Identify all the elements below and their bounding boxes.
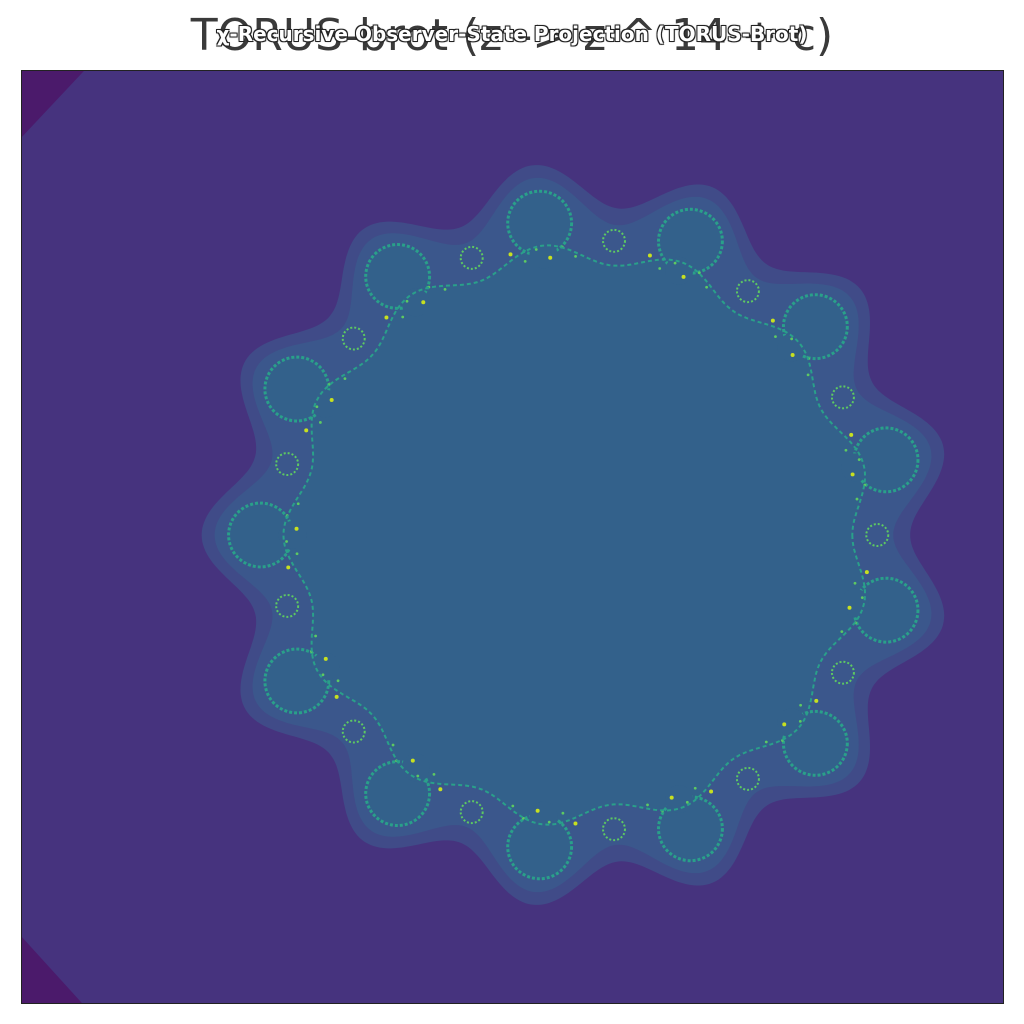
outer-escape-corner-bottom-left — [22, 937, 82, 1003]
boundary-speckle — [814, 698, 819, 703]
boundary-speckle — [647, 253, 652, 258]
boundary-speckle — [849, 432, 854, 437]
boundary-speckle — [855, 497, 859, 501]
boundary-speckle — [764, 740, 768, 744]
boundary-speckle — [853, 581, 857, 585]
boundary-speckle — [295, 552, 299, 556]
boundary-speckle — [548, 255, 553, 260]
boundary-sub-bulb — [459, 245, 484, 270]
boundary-speckle — [535, 808, 540, 813]
boundary-speckle — [864, 570, 869, 575]
boundary-speckle — [847, 605, 852, 610]
fractal-image — [22, 71, 1003, 1003]
boundary-speckle — [709, 789, 714, 794]
boundary-speckle — [669, 795, 674, 800]
boundary-speckle — [697, 271, 701, 275]
boundary-speckle — [286, 565, 291, 570]
boundary-speckle — [850, 472, 855, 477]
boundary-sub-bulb — [865, 523, 890, 547]
lobe-neck — [777, 333, 806, 362]
boundary-speckle — [774, 335, 777, 339]
boundary-speckle — [315, 405, 319, 409]
boundary-speckle — [304, 428, 309, 433]
boundary-speckle — [318, 421, 322, 424]
boundary-speckle — [329, 397, 334, 402]
boundary-speckle — [798, 720, 802, 723]
lobe-neck — [841, 588, 869, 617]
boundary-speckle — [443, 288, 447, 291]
boundary-sub-bulb — [459, 800, 484, 825]
boundary-speckle — [658, 267, 662, 270]
boundary-speckle — [410, 758, 415, 763]
boundary-sub-bulb — [341, 719, 366, 744]
boundary-speckle — [547, 820, 551, 824]
boundary-sub-bulb — [275, 452, 300, 477]
boundary-speckle — [860, 596, 864, 600]
interior-boundary — [282, 244, 866, 826]
boundary-speckle — [646, 803, 649, 807]
boundary-speckle — [323, 656, 328, 661]
boundary-speckle — [521, 816, 525, 820]
boundary-speckle — [806, 373, 810, 377]
lobe-neck — [278, 521, 307, 549]
boundary-sub-bulb — [602, 817, 626, 842]
boundary-speckle — [508, 252, 513, 257]
boundary-speckle — [799, 703, 803, 707]
boundary-speckle — [432, 772, 436, 776]
boundary-speckle — [511, 804, 515, 808]
boundary-speckle — [790, 352, 795, 357]
boundary-sub-bulb — [830, 660, 855, 685]
boundary-speckle — [296, 502, 300, 506]
boundary-speckle — [705, 285, 709, 289]
boundary-speckle — [844, 448, 848, 452]
figure-title: TORUS-brot (z -> z ^ 14 + c) — [190, 10, 834, 61]
boundary-speckle — [523, 259, 527, 263]
boundary-speckle — [391, 743, 395, 747]
boundary-sub-bulb — [735, 279, 760, 304]
boundary-speckle — [438, 787, 443, 792]
boundary-speckle — [343, 377, 347, 381]
boundary-speckle — [285, 540, 288, 543]
figure-overlay-title: χ-Recursive Observer-State Projection (T… — [216, 22, 808, 46]
boundary-speckle — [561, 811, 565, 815]
boundary-speckle — [416, 774, 420, 778]
boundary-sub-bulb — [341, 326, 366, 351]
lobe-neck — [665, 785, 694, 814]
boundary-speckle — [421, 300, 426, 305]
boundary-speckle — [294, 526, 299, 531]
fractal-set — [201, 165, 945, 905]
boundary-sub-bulb — [275, 593, 300, 618]
boundary-speckle — [770, 318, 775, 323]
lobe-neck — [777, 708, 806, 737]
boundary-speckle — [857, 458, 861, 462]
fractal-plot-area — [21, 70, 1004, 1004]
lobe-neck — [401, 753, 430, 782]
boundary-speckle — [314, 634, 317, 638]
boundary-speckle — [673, 261, 677, 265]
boundary-speckle — [401, 315, 405, 319]
lobe-neck — [311, 652, 340, 681]
boundary-sub-bulb — [830, 385, 855, 410]
boundary-speckle — [321, 673, 325, 677]
boundary-sub-bulb — [735, 766, 760, 791]
boundary-speckle — [840, 630, 844, 633]
boundary-speckle — [384, 315, 389, 320]
boundary-speckle — [681, 274, 686, 279]
boundary-sub-bulb — [602, 228, 626, 253]
boundary-speckle — [693, 786, 697, 790]
boundary-speckle — [573, 821, 578, 826]
boundary-speckle — [685, 800, 689, 804]
boundary-speckle — [336, 679, 340, 683]
boundary-speckle — [790, 337, 794, 341]
boundary-speckle — [534, 248, 538, 251]
boundary-speckle — [405, 299, 409, 303]
interior-body — [283, 245, 865, 825]
boundary-speckle — [782, 722, 787, 727]
boundary-speckle — [574, 255, 577, 258]
boundary-speckle — [334, 694, 339, 699]
